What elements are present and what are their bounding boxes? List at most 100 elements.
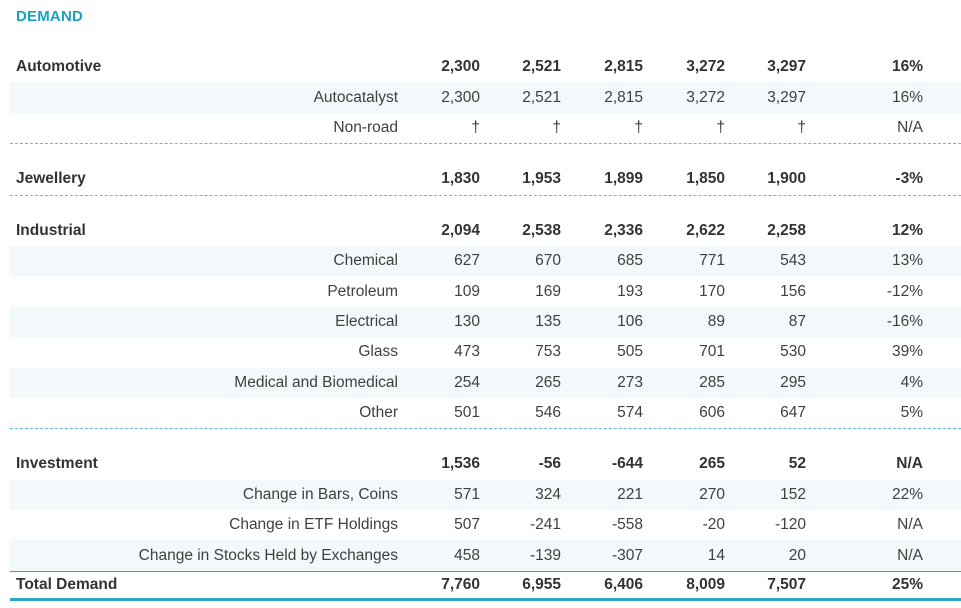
spacer [10, 196, 961, 216]
demand-table: Automotive 2,300 2,521 2,815 3,272 3,297… [10, 52, 961, 602]
total-row: Total Demand 7,760 6,955 6,406 8,009 7,5… [10, 570, 961, 602]
value-cell: 106 [617, 312, 643, 330]
value-cell: 1,850 [686, 170, 725, 188]
section-divider [10, 143, 961, 145]
row-label: Change in ETF Holdings [229, 516, 398, 534]
value-cell: 254 [454, 373, 480, 391]
change-cell: N/A [897, 546, 923, 564]
value-cell: -56 [538, 455, 561, 473]
table-row: Chemical 627 670 685 771 543 13% [10, 245, 961, 277]
value-cell: 2,336 [604, 221, 643, 239]
change-cell: 16% [891, 88, 923, 106]
value-cell: 647 [780, 404, 806, 422]
value-cell: -20 [702, 516, 725, 534]
table-title: DEMAND [16, 8, 84, 25]
section-divider [10, 428, 961, 430]
value-cell: 701 [699, 343, 725, 361]
change-cell: -3% [895, 170, 923, 188]
value-cell: -644 [611, 455, 643, 473]
value-cell: 530 [780, 343, 806, 361]
row-label: Change in Bars, Coins [242, 485, 398, 503]
value-cell: 2,538 [522, 221, 561, 239]
value-cell: 273 [617, 373, 643, 391]
value-cell: 52 [788, 455, 806, 473]
table-row: Other 501 546 574 606 647 5% [10, 398, 961, 428]
value-cell: 685 [617, 252, 643, 270]
change-cell: 13% [891, 252, 923, 270]
value-cell: 14 [707, 546, 725, 564]
change-cell: 12% [891, 221, 923, 239]
row-label: Jewellery [16, 170, 86, 188]
value-cell: 87 [788, 312, 806, 330]
value-cell: 458 [454, 546, 480, 564]
value-cell: 507 [454, 516, 480, 534]
value-cell: 501 [454, 404, 480, 422]
value-cell: 753 [535, 343, 561, 361]
row-label: Glass [358, 343, 398, 361]
value-cell: 3,297 [767, 58, 806, 76]
table-row: Change in ETF Holdings 507 -241 -558 -20… [10, 510, 961, 540]
value-cell: 109 [454, 282, 480, 300]
value-cell: † [552, 118, 561, 136]
table-row: Jewellery 1,830 1,953 1,899 1,850 1,900 … [10, 164, 961, 194]
value-cell: 505 [617, 343, 643, 361]
value-cell: 2,300 [441, 58, 480, 76]
row-label: Other [359, 404, 398, 422]
value-cell: 2,258 [767, 221, 806, 239]
value-cell: 193 [617, 282, 643, 300]
value-cell: 606 [699, 404, 725, 422]
table-row: Petroleum 109 169 193 170 156 -12% [10, 276, 961, 306]
value-cell: 7,507 [767, 576, 806, 594]
value-cell: -120 [774, 516, 806, 534]
value-cell: 89 [707, 312, 725, 330]
value-cell: 156 [780, 282, 806, 300]
section-divider [10, 194, 961, 196]
row-label: Electrical [335, 312, 398, 330]
value-cell: † [634, 118, 643, 136]
value-cell: 2,521 [522, 58, 561, 76]
value-cell: 130 [454, 312, 480, 330]
value-cell: -241 [529, 516, 561, 534]
table-row: Autocatalyst 2,300 2,521 2,815 3,272 3,2… [10, 82, 961, 113]
value-cell: 2,815 [604, 58, 643, 76]
spacer [10, 144, 961, 164]
value-cell: 2,815 [604, 88, 643, 106]
value-cell: 265 [699, 455, 725, 473]
value-cell: 574 [617, 404, 643, 422]
value-cell: † [716, 118, 725, 136]
value-cell: 170 [699, 282, 725, 300]
spacer [10, 429, 961, 449]
change-cell: N/A [897, 118, 923, 136]
value-cell: -558 [611, 516, 643, 534]
value-cell: 473 [454, 343, 480, 361]
value-cell: 6,955 [522, 576, 561, 594]
table-row: Change in Bars, Coins 571 324 221 270 15… [10, 479, 961, 511]
value-cell: 1,536 [441, 455, 480, 473]
value-cell: 771 [699, 252, 725, 270]
change-cell: -16% [886, 312, 923, 330]
change-cell: 16% [891, 58, 923, 76]
value-cell: 1,900 [767, 170, 806, 188]
row-label: Total Demand [16, 576, 118, 594]
table-row: Electrical 130 135 106 89 87 -16% [10, 306, 961, 338]
value-cell: 169 [535, 282, 561, 300]
change-cell: 22% [891, 485, 923, 503]
table-row: Glass 473 753 505 701 530 39% [10, 337, 961, 367]
row-label: Non-road [333, 118, 398, 136]
table-row: Medical and Biomedical 254 265 273 285 2… [10, 367, 961, 398]
value-cell: 135 [535, 312, 561, 330]
change-cell: N/A [896, 455, 923, 473]
table-row: Industrial 2,094 2,538 2,336 2,622 2,258… [10, 216, 961, 246]
value-cell: 3,272 [686, 58, 725, 76]
value-cell: 1,830 [441, 170, 480, 188]
change-cell: 4% [900, 373, 923, 391]
value-cell: 221 [617, 485, 643, 503]
value-cell: 152 [780, 485, 806, 503]
value-cell: 270 [699, 485, 725, 503]
row-label: Automotive [16, 58, 102, 76]
row-label: Change in Stocks Held by Exchanges [138, 546, 398, 564]
row-label: Investment [16, 455, 98, 473]
value-cell: 2,622 [686, 221, 725, 239]
value-cell: 571 [454, 485, 480, 503]
table-row: Non-road † † † † † N/A [10, 113, 961, 143]
